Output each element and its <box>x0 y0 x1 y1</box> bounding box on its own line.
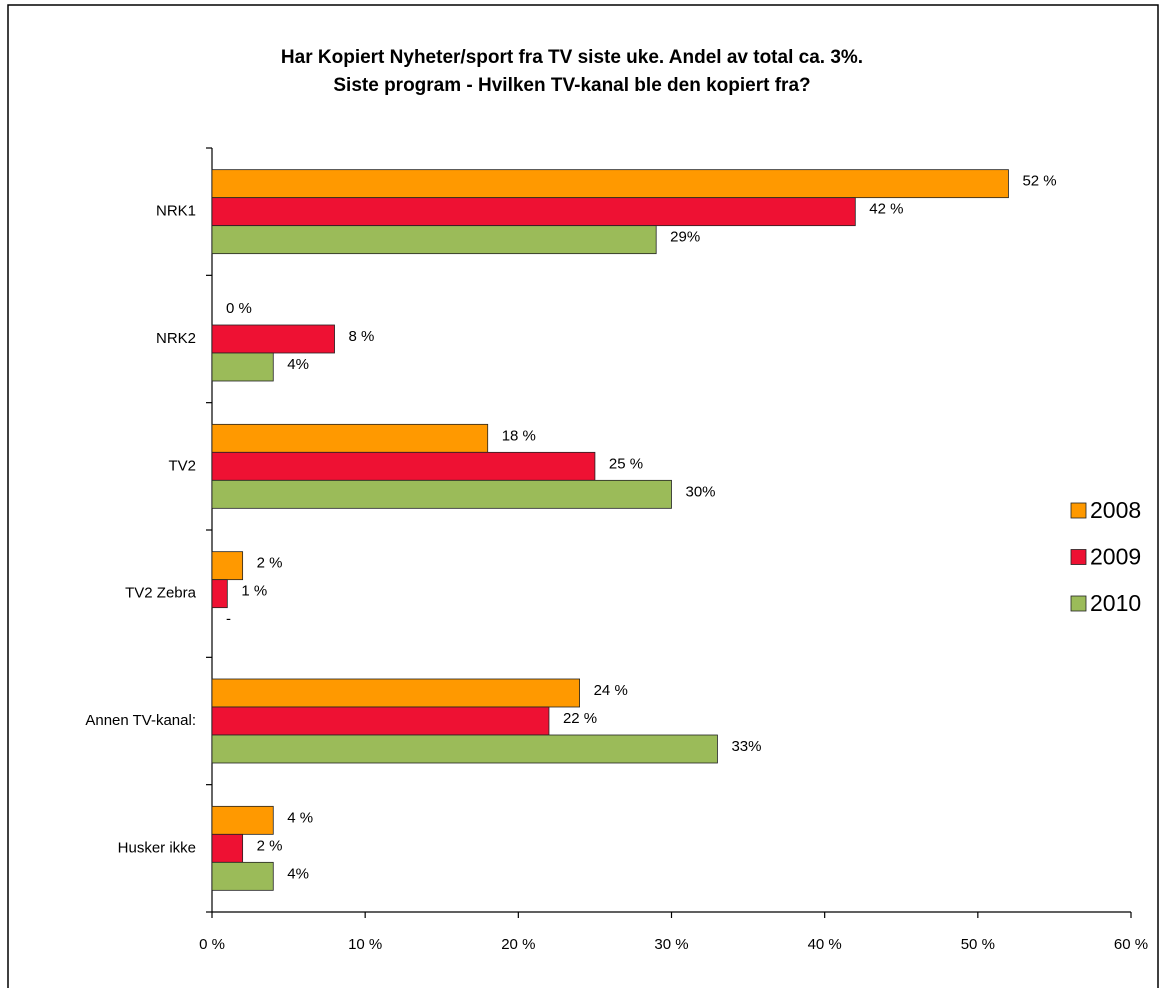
value-label: 33% <box>731 738 761 755</box>
legend-label: 2008 <box>1090 497 1141 523</box>
x-tick-label: 0 % <box>199 936 225 953</box>
value-label: 8 % <box>349 328 375 345</box>
category-label: NRK1 <box>156 203 196 220</box>
value-label: 22 % <box>563 710 597 727</box>
chart-title: Har Kopiert Nyheter/sport fra TV siste u… <box>281 47 863 68</box>
bar <box>211 169 1009 199</box>
bar <box>211 197 856 227</box>
bar <box>211 579 228 609</box>
x-tick-label: 50 % <box>961 936 995 953</box>
category-label: NRK2 <box>156 330 196 347</box>
value-label: 30% <box>686 483 716 500</box>
value-label: 0 % <box>226 300 252 317</box>
bar <box>211 479 672 509</box>
value-label: 4% <box>287 356 309 373</box>
category-label: Annen TV-kanal: <box>85 712 196 729</box>
x-tick-label: 30 % <box>654 936 688 953</box>
value-label: 29% <box>670 229 700 246</box>
x-tick-label: 60 % <box>1114 936 1148 953</box>
category-label: Husker ikke <box>118 839 196 856</box>
value-label: 2 % <box>257 837 283 854</box>
bar <box>211 451 596 481</box>
x-tick-label: 10 % <box>348 936 382 953</box>
legend-swatch <box>1070 595 1087 612</box>
legend-label: 2009 <box>1090 544 1141 570</box>
value-label: 18 % <box>502 427 536 444</box>
legend-label: 2010 <box>1090 590 1141 616</box>
x-tick-label: 40 % <box>808 936 842 953</box>
bar <box>211 805 274 835</box>
frame <box>7 4 1159 988</box>
bar <box>211 225 657 255</box>
bar <box>211 324 335 354</box>
value-label: 4% <box>287 865 309 882</box>
bar <box>211 551 244 581</box>
x-tick-label: 20 % <box>501 936 535 953</box>
bar <box>211 352 274 382</box>
legend-swatch <box>1070 502 1087 519</box>
bar <box>211 706 550 736</box>
value-label: - <box>226 611 231 628</box>
category-label: TV2 Zebra <box>125 585 197 602</box>
bar <box>211 423 489 453</box>
value-label: 1 % <box>241 583 267 600</box>
value-label: 42 % <box>869 201 903 218</box>
bar <box>211 833 244 863</box>
value-label: 4 % <box>287 809 313 826</box>
bar <box>211 861 274 891</box>
chart-subtitle: Siste program - Hvilken TV-kanal ble den… <box>333 75 810 96</box>
value-label: 25 % <box>609 455 643 472</box>
bar <box>211 678 581 708</box>
value-label: 2 % <box>257 555 283 572</box>
bar <box>211 734 718 764</box>
value-label: 24 % <box>594 682 628 699</box>
legend-swatch <box>1070 549 1087 565</box>
value-label: 52 % <box>1022 173 1056 190</box>
category-label: TV2 <box>168 457 196 474</box>
